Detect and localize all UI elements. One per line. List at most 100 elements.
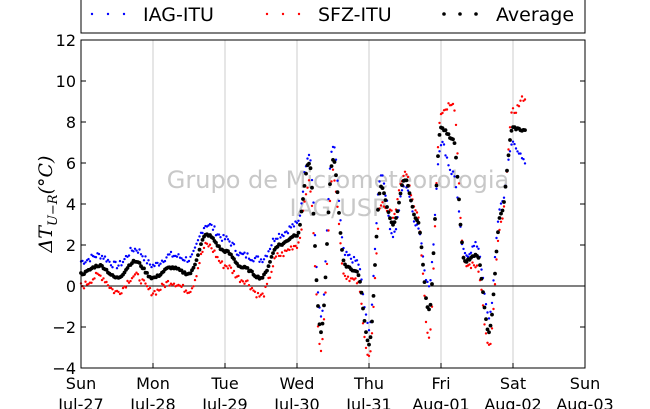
data-point [519,99,522,102]
data-point [307,161,311,166]
data-point [307,179,311,182]
data-point [88,260,92,263]
x-tick-day: Mon [136,374,170,393]
data-point [106,284,110,287]
data-point [422,280,427,284]
data-point [211,236,215,241]
data-point [129,279,132,283]
data-point [500,208,505,213]
data-point [198,261,201,265]
data-point [432,243,435,246]
data-point [142,279,146,282]
data-point [331,168,335,171]
data-point [431,251,436,256]
data-point [508,126,512,129]
data-point [276,252,279,255]
data-point [100,254,104,258]
data-point [309,159,312,162]
data-point [433,217,437,221]
data-point [371,294,376,298]
data-point [291,248,294,251]
data-point [288,248,291,252]
data-point [256,291,260,295]
data-point [266,264,271,268]
data-point [286,232,290,235]
data-point [269,255,274,259]
data-point [475,264,479,267]
data-point [498,208,501,211]
data-point [452,141,457,146]
legend-marker [265,12,269,16]
data-point [94,256,98,259]
data-point [150,294,153,297]
data-point [403,170,407,173]
data-point [172,282,176,285]
grid [152,40,514,368]
data-point [330,150,333,153]
data-point [219,236,222,239]
data-point [241,252,245,256]
data-point [359,290,364,295]
data-point [214,240,218,245]
data-point [313,234,317,237]
data-point [196,239,200,242]
data-point [262,258,266,261]
data-point [197,247,202,252]
data-point [298,236,302,240]
data-point [468,253,471,256]
data-point [304,193,308,196]
data-point [222,266,225,270]
data-point [367,342,371,347]
data-point [374,234,379,239]
data-point [394,216,398,220]
data-point [436,146,440,149]
data-point [307,153,311,157]
data-point [488,323,493,328]
data-point [492,279,495,282]
data-point [456,152,459,155]
data-point [461,255,466,260]
data-point [427,336,431,339]
data-point [476,256,481,260]
data-point [429,328,432,331]
data-point [450,172,453,176]
data-point [385,205,389,209]
data-point [231,241,234,244]
data-point [357,263,360,266]
data-point [295,221,299,225]
data-point [184,289,188,292]
data-point [472,264,476,267]
data-point [417,227,420,230]
data-point [398,191,403,196]
data-point [181,283,185,287]
data-point [469,251,473,254]
data-point [490,301,494,305]
data-point [493,255,497,259]
data-point [460,240,464,245]
data-point [507,148,510,151]
data-point [430,282,434,286]
data-point [386,210,391,215]
data-point [390,232,393,235]
data-point [391,216,395,219]
data-point [310,204,314,208]
data-point [455,174,460,179]
data-point [477,270,480,273]
data-point [282,234,285,238]
data-point [237,274,240,278]
data-point [432,267,435,270]
data-point [367,354,371,358]
data-point [328,182,332,187]
data-point [454,186,458,189]
data-point [409,198,413,203]
y-tick-label: 2 [66,236,76,255]
data-point [448,168,452,172]
data-point [302,184,307,188]
x-tick-label: Jul-27 [57,395,103,409]
x-tick-day: Fri [431,374,450,393]
data-point [325,262,329,266]
data-point [205,242,209,245]
data-point [298,222,302,227]
data-point [336,205,339,208]
data-point [194,258,199,262]
